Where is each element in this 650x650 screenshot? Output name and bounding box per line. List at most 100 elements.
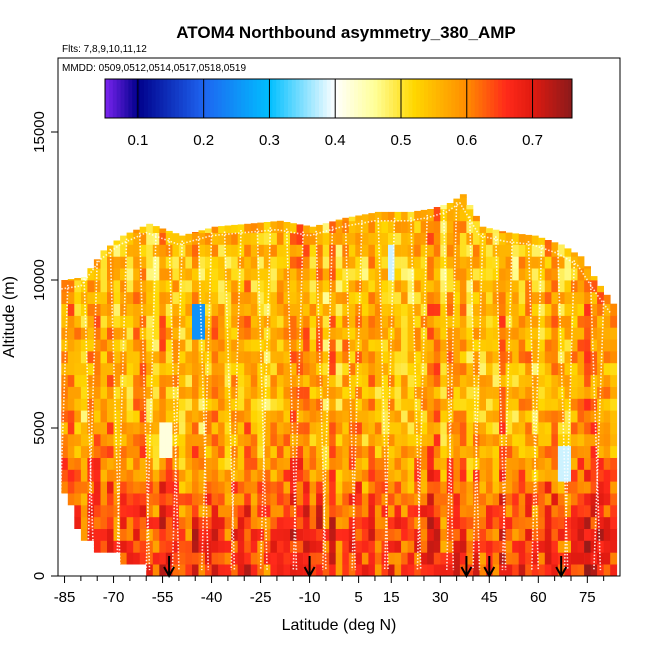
- heatmap-cell: [544, 457, 552, 470]
- heatmap-cell: [342, 493, 350, 506]
- heatmap-cell: [466, 205, 474, 210]
- heatmap-cell: [172, 410, 180, 423]
- heatmap-cell: [126, 351, 134, 364]
- heatmap-cell: [126, 327, 134, 340]
- heatmap-cell: [466, 398, 474, 411]
- heatmap-cell: [597, 481, 604, 494]
- heatmap-cell: [205, 327, 212, 340]
- heatmap-cell: [113, 362, 121, 376]
- heatmap-cell: [368, 351, 376, 364]
- heatmap-cell: [420, 386, 428, 399]
- heatmap-cell: [316, 457, 323, 470]
- colorbar-segment: [404, 79, 410, 118]
- colorbar-segment: [198, 79, 203, 118]
- heatmap-cell: [146, 303, 154, 316]
- heatmap-cell: [564, 540, 572, 553]
- heatmap-cell: [250, 351, 258, 364]
- heatmap-cell: [250, 256, 258, 269]
- heatmap-cell: [133, 339, 141, 352]
- heatmap-cell: [244, 280, 252, 293]
- heatmap-cell: [290, 386, 297, 399]
- heatmap-cell: [172, 374, 180, 387]
- heatmap-cell: [466, 327, 474, 340]
- heatmap-cell: [126, 232, 134, 245]
- heatmap-cell: [237, 280, 245, 293]
- heatmap-cell: [492, 433, 500, 447]
- heatmap-cell: [394, 280, 402, 293]
- heatmap-cell: [381, 481, 389, 494]
- heatmap-cell: [270, 493, 278, 506]
- heatmap-cell: [473, 552, 480, 565]
- heatmap-cell: [531, 410, 539, 423]
- heatmap-cell: [381, 362, 389, 376]
- heatmap-cell: [224, 457, 232, 470]
- heatmap-cell: [577, 516, 585, 529]
- heatmap-cell: [100, 433, 108, 447]
- heatmap-cell: [551, 410, 559, 423]
- heatmap-cell: [610, 374, 618, 387]
- heatmap-cell: [231, 398, 239, 411]
- heatmap-cell: [224, 469, 232, 482]
- colorbar-segment: [276, 79, 281, 118]
- heatmap-cell: [427, 505, 435, 518]
- heatmap-cell: [531, 528, 539, 541]
- heatmap-cell: [440, 291, 448, 304]
- heatmap-cell: [407, 528, 415, 541]
- heatmap-cell: [100, 540, 108, 553]
- heatmap-cell: [420, 327, 428, 340]
- colorbar-segment: [128, 79, 133, 118]
- heatmap-cell: [224, 552, 232, 565]
- heatmap-cell: [309, 552, 317, 565]
- heatmap-cell: [342, 422, 350, 435]
- heatmap-cell: [211, 528, 219, 541]
- heatmap-cell: [374, 540, 382, 553]
- heatmap-cell: [218, 540, 225, 553]
- heatmap-cell: [211, 398, 219, 411]
- heatmap-cell: [231, 362, 239, 376]
- heatmap-cell: [146, 362, 154, 376]
- heatmap-cell: [224, 362, 232, 376]
- heatmap-cell: [178, 351, 186, 364]
- heatmap-cell: [401, 540, 408, 553]
- heatmap-cell: [244, 398, 252, 411]
- heatmap-cell: [486, 540, 493, 553]
- heatmap-cell: [446, 386, 454, 399]
- heatmap-cell: [276, 481, 284, 494]
- heatmap-cell: [420, 244, 428, 257]
- heatmap-cell: [394, 564, 402, 576]
- heatmap-cell: [283, 516, 291, 529]
- heatmap-cell: [440, 327, 448, 340]
- heatmap-cell: [159, 469, 167, 482]
- heatmap-cell: [120, 481, 127, 494]
- heatmap-cell: [368, 505, 376, 518]
- heatmap-cell: [433, 528, 441, 541]
- heatmap-cell: [590, 433, 598, 447]
- heatmap-cell: [368, 481, 376, 494]
- flight-profile-line: [292, 231, 304, 571]
- heatmap-cell: [244, 516, 252, 529]
- heatmap-cell: [512, 564, 520, 576]
- heatmap-cell: [296, 362, 304, 376]
- flight-top-trace: [61, 201, 611, 314]
- heatmap-cell: [296, 540, 304, 553]
- heatmap-cell: [459, 291, 467, 304]
- heatmap-cell: [270, 303, 278, 316]
- heatmap-cell: [322, 457, 330, 470]
- heatmap-cell: [531, 291, 539, 304]
- heatmap-cell: [466, 339, 474, 352]
- heatmap-cell: [120, 303, 127, 316]
- heatmap-cell: [185, 233, 193, 245]
- colorbar-segment: [560, 79, 565, 118]
- heatmap-cell: [571, 469, 578, 482]
- heatmap-cell: [250, 493, 258, 506]
- heatmap-cell: [499, 398, 506, 411]
- colorbar-tick-label: 0.5: [391, 132, 412, 149]
- colorbar-segment: [108, 79, 114, 118]
- heatmap-cell: [381, 564, 389, 576]
- heatmap-cell: [479, 303, 487, 316]
- heatmap-cell: [571, 445, 578, 458]
- flight-profile-line: [223, 231, 236, 571]
- heatmap-cell: [172, 398, 180, 411]
- heatmap-cell: [525, 362, 533, 376]
- heatmap-cell: [453, 398, 461, 411]
